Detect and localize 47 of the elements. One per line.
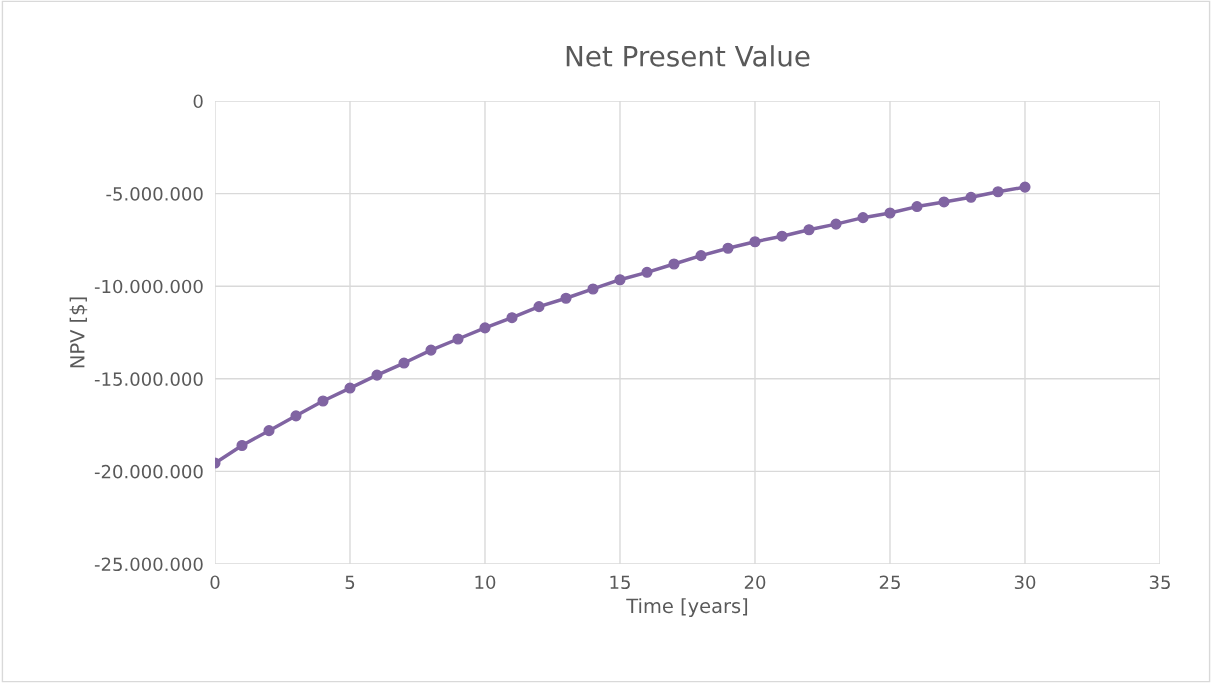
point	[425, 344, 437, 356]
point	[641, 266, 653, 278]
point	[992, 186, 1004, 198]
y-tick-label: -25.000.000	[94, 557, 203, 572]
x-tick-label: 10	[475, 575, 496, 590]
x-tick-label: 20	[744, 575, 766, 590]
x-tick-label: 25	[879, 575, 900, 590]
y-tick-label: -5.000.000	[106, 187, 203, 201]
x-tick-label: 30	[1014, 575, 1036, 590]
point	[371, 369, 383, 381]
y-tick-label: -15.000.000	[94, 372, 203, 386]
point	[317, 395, 329, 407]
y-tick-label: -20.000.000	[94, 464, 203, 479]
point	[479, 322, 491, 334]
point	[587, 283, 599, 295]
point	[533, 301, 545, 313]
point	[506, 312, 518, 324]
chart-title: Net Present Value	[566, 45, 810, 67]
point	[776, 230, 788, 242]
point	[560, 292, 572, 304]
x-tick-label: 15	[610, 575, 630, 590]
point	[398, 357, 410, 369]
point	[1019, 181, 1031, 193]
x-axis-title: Time [years]	[626, 598, 748, 617]
point	[749, 236, 761, 248]
point	[614, 274, 626, 286]
x-tick-label: 5	[345, 575, 355, 590]
point	[722, 242, 734, 254]
y-tick-label: -10.000.000	[94, 279, 203, 294]
point	[938, 196, 950, 208]
point	[884, 207, 896, 219]
point	[830, 218, 842, 230]
y-axis-title: NPV [$]	[69, 297, 88, 368]
x-tick-label: 0	[210, 575, 220, 590]
point	[911, 201, 923, 213]
y-tick-label: 0	[193, 94, 203, 109]
point	[452, 333, 464, 345]
point	[236, 439, 248, 452]
point	[965, 191, 977, 203]
point	[290, 410, 302, 422]
point	[857, 212, 869, 224]
point	[668, 258, 680, 270]
point	[344, 382, 356, 394]
point	[695, 250, 707, 262]
point	[803, 224, 815, 236]
x-tick-label: 35	[1149, 575, 1170, 590]
point	[263, 425, 275, 437]
